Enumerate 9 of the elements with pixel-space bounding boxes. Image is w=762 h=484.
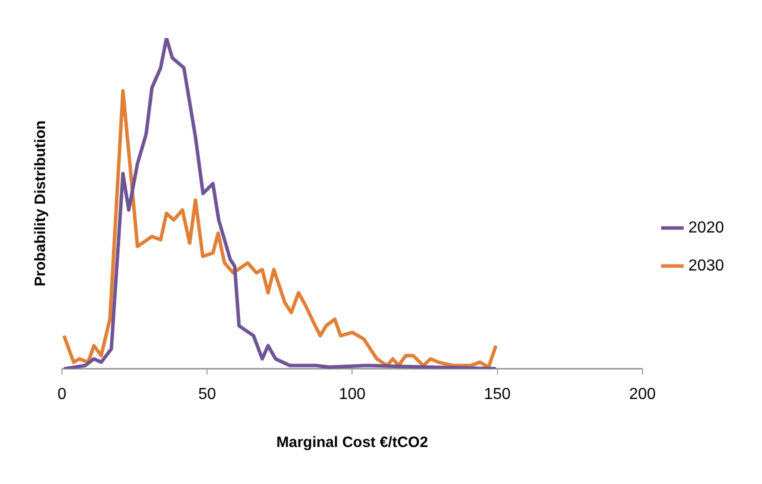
legend-label: 2020 <box>688 219 724 236</box>
x-axis-title: Marginal Cost €/tCO2 <box>276 434 428 452</box>
x-tick-label: 100 <box>338 386 366 403</box>
x-tick-label: 0 <box>58 386 67 403</box>
x-tick-label: 200 <box>629 386 656 403</box>
x-tick-label: 150 <box>484 386 511 403</box>
legend-label: 2030 <box>688 257 724 274</box>
y-axis-title: Probability Distribution <box>32 120 50 286</box>
x-tick-label: 50 <box>198 386 216 403</box>
